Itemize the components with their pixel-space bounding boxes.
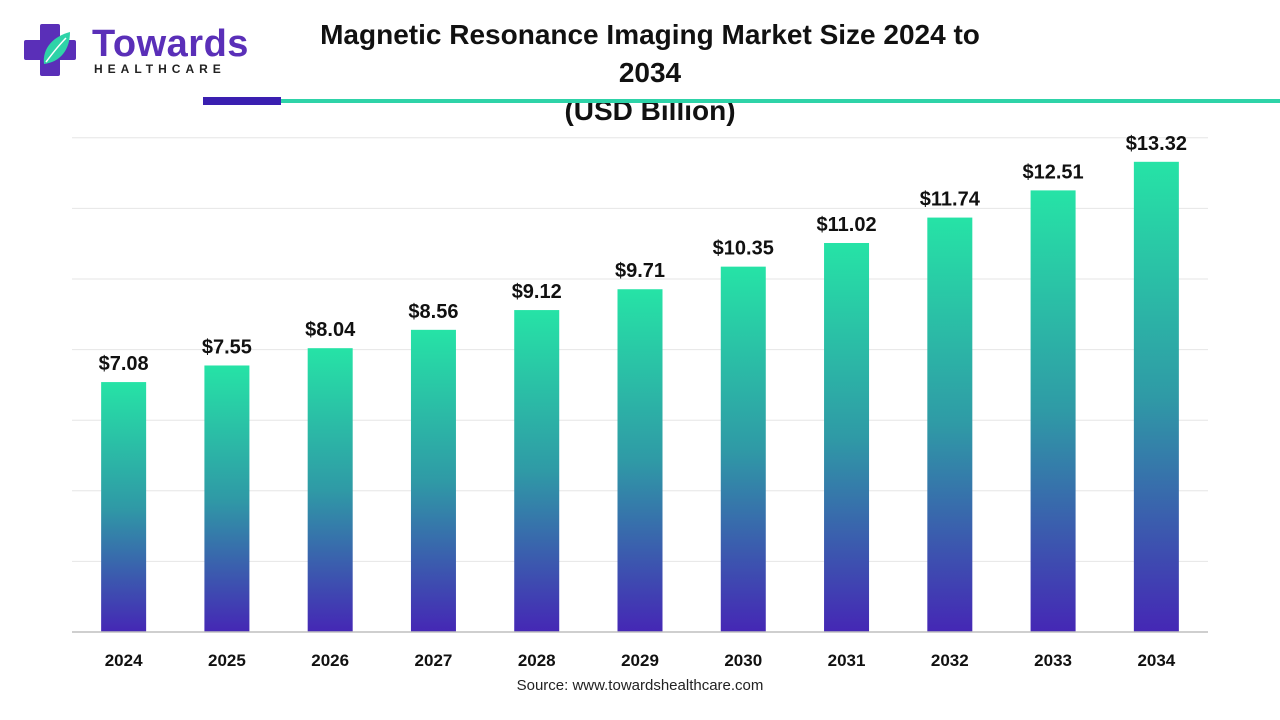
x-tick-label-2027: 2027 [415, 651, 453, 670]
x-tick-label-2026: 2026 [311, 651, 349, 670]
bar-2034 [1133, 161, 1179, 632]
data-label-2024: $7.08 [99, 353, 149, 375]
x-tick-label-2024: 2024 [105, 651, 143, 670]
chart-title-line1: Magnetic Resonance Imaging Market Size 2… [320, 19, 980, 88]
data-label-2027: $8.56 [408, 301, 458, 323]
chart-title: Magnetic Resonance Imaging Market Size 2… [300, 16, 1000, 130]
x-tick-label-2025: 2025 [208, 651, 246, 670]
bar-2026 [307, 348, 353, 632]
data-label-2028: $9.12 [512, 281, 562, 303]
bar-2024 [101, 382, 147, 632]
data-label-2033: $12.51 [1023, 161, 1084, 183]
data-label-2025: $7.55 [202, 336, 252, 358]
x-tick-label-2033: 2033 [1034, 651, 1072, 670]
bar-2029 [617, 289, 663, 632]
data-label-2030: $10.35 [713, 238, 774, 260]
title-accent-bar [203, 97, 281, 105]
bar-2030 [720, 266, 766, 632]
bar-2031 [824, 242, 870, 632]
bar-2033 [1030, 190, 1076, 632]
source-text: Source: www.towardshealthcare.com [516, 677, 764, 694]
brand-logo: Towards HEALTHCARE [20, 20, 248, 80]
data-label-2034: $13.32 [1126, 133, 1187, 155]
x-tick-label-2029: 2029 [621, 651, 659, 670]
x-tick-label-2031: 2031 [828, 651, 866, 670]
brand-tagline: HEALTHCARE [94, 62, 226, 76]
data-label-2026: $8.04 [305, 319, 356, 341]
x-tick-label-2032: 2032 [931, 651, 969, 670]
brand-name: Towards [92, 23, 249, 65]
data-label-2029: $9.71 [615, 260, 665, 282]
x-tick-label-2034: 2034 [1137, 651, 1175, 670]
x-axis: 2024 2025 2026 2027 2028 2029 2030 2031 2032 2033… [72, 631, 1208, 670]
healthcare-cross-icon [24, 24, 76, 76]
bar-2025 [204, 365, 250, 632]
bar-2032 [927, 217, 973, 632]
title-accent-line [281, 99, 1280, 103]
x-tick-label-2030: 2030 [724, 651, 762, 670]
bars: $7.08 $7.55 $8.04 $8.56 $9.12 $9.71 $10.35 $11.… [99, 133, 1187, 632]
bar-2028 [514, 310, 560, 632]
data-label-2031: $11.02 [817, 214, 877, 236]
x-tick-label-2028: 2028 [518, 651, 556, 670]
bar-2027 [410, 329, 456, 632]
data-label-2032: $11.74 [920, 189, 981, 211]
